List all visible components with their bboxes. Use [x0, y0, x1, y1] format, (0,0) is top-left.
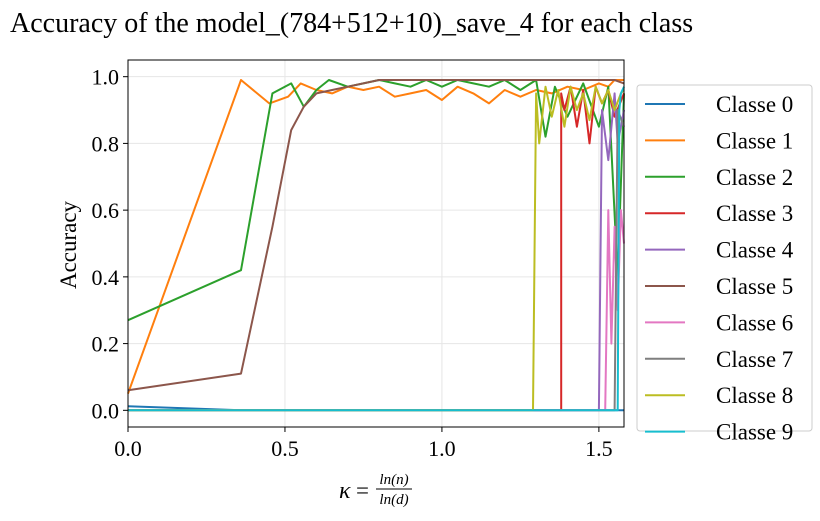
x-label-symbol: κ — [339, 478, 351, 504]
x-label-equals: = — [356, 478, 369, 503]
x-axis: 0.0 0.5 1.0 1.5 — [114, 427, 613, 461]
y-axis: 0.0 0.2 0.4 0.6 0.8 1.0 — [92, 65, 128, 423]
x-tick-label: 0.0 — [114, 436, 142, 461]
y-tick-label: 0.0 — [92, 398, 120, 423]
series-line-classe-7 — [128, 109, 625, 412]
x-label-denominator: ln(d) — [379, 492, 408, 508]
series-line-classe-9 — [128, 86, 625, 412]
series-line-classe-3 — [128, 85, 625, 412]
y-axis-label: Accuracy — [56, 200, 81, 289]
series-layer — [127, 79, 625, 412]
x-tick-label: 1.5 — [585, 436, 613, 461]
series-line-classe-1 — [127, 79, 624, 394]
plot-frame — [127, 59, 625, 428]
legend-label-classe-1: Classe 1 — [716, 128, 793, 153]
y-tick-label: 0.6 — [92, 198, 120, 223]
legend-label-classe-9: Classe 9 — [716, 420, 793, 445]
legend-label-classe-4: Classe 4 — [716, 238, 794, 263]
legend: Classe 0 Classe 1 Classe 2 Classe 3 Classe 4… — [636, 84, 813, 445]
x-tick-label: 0.5 — [271, 436, 299, 461]
series-line-classe-4 — [128, 92, 625, 412]
legend-label-classe-6: Classe 6 — [716, 310, 793, 335]
series-line-classe-2 — [127, 79, 625, 322]
x-label-numerator: ln(n) — [379, 472, 408, 488]
y-tick-label: 0.4 — [92, 265, 120, 290]
series-line-classe-5 — [127, 79, 625, 392]
chart-title: Accuracy of the model_(784+512+10)_save_… — [10, 8, 693, 39]
legend-label-classe-5: Classe 5 — [716, 274, 793, 299]
y-tick-label: 0.2 — [92, 332, 120, 357]
legend-label-classe-0: Classe 0 — [716, 92, 793, 117]
legend-label-classe-8: Classe 8 — [716, 383, 793, 408]
y-tick-label: 0.8 — [92, 131, 120, 156]
x-tick-label: 1.0 — [428, 436, 456, 461]
x-axis-label: κ = ln(n) ln(d) — [339, 472, 412, 508]
legend-label-classe-2: Classe 2 — [716, 165, 793, 190]
legend-label-classe-3: Classe 3 — [716, 201, 793, 226]
y-tick-label: 1.0 — [92, 65, 120, 90]
series-line-classe-8 — [128, 85, 625, 412]
legend-box — [636, 84, 813, 432]
legend-label-classe-7: Classe 7 — [716, 347, 793, 372]
